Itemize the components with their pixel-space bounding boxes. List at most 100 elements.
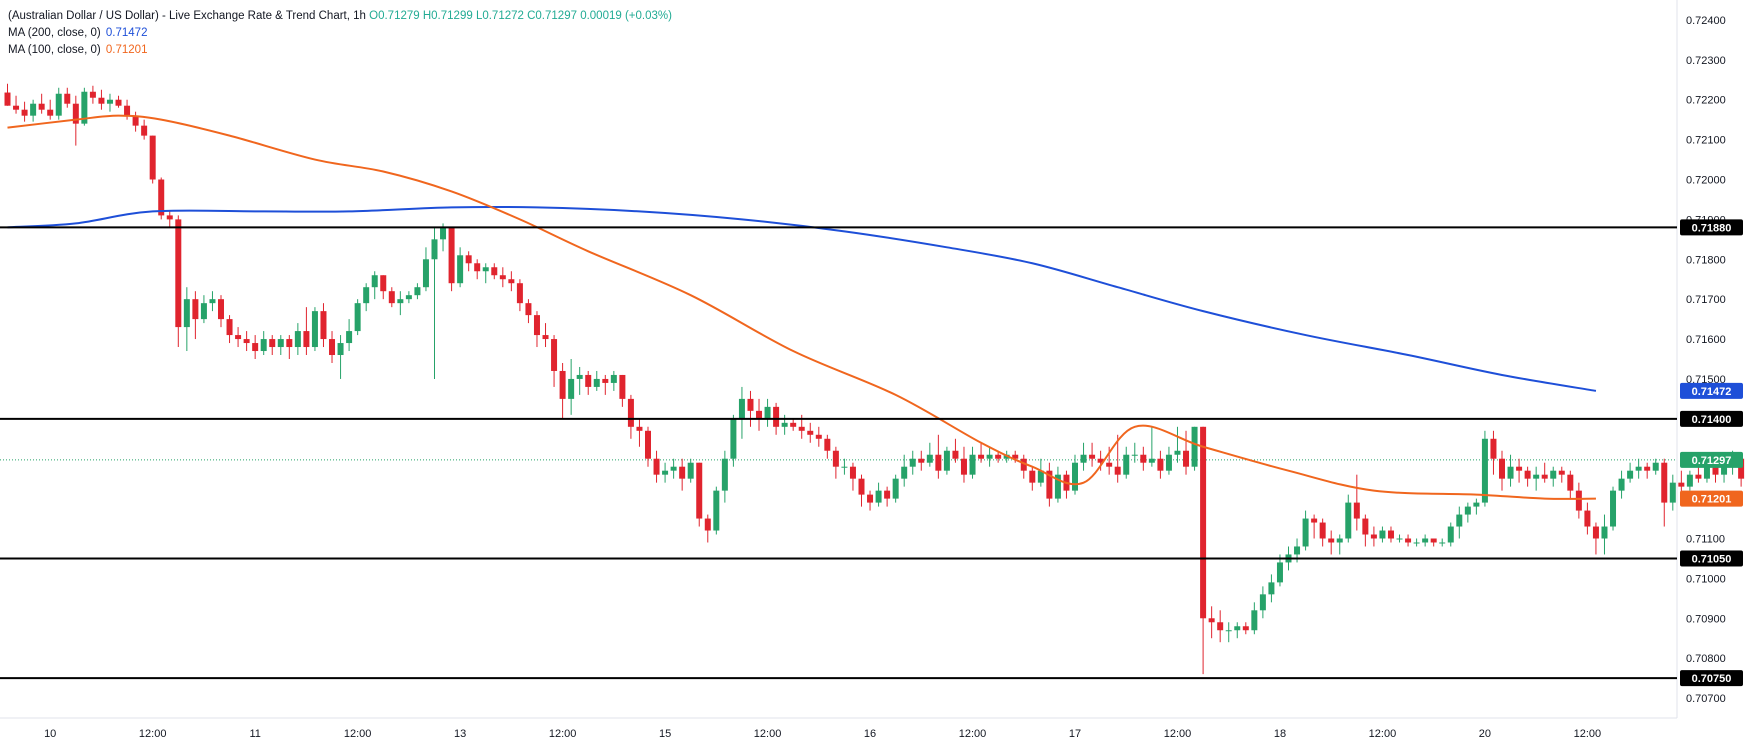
candlestick-series xyxy=(4,83,1745,675)
candle-body xyxy=(192,299,199,320)
candle-body xyxy=(1037,470,1044,483)
candle-body xyxy=(1507,466,1514,479)
candle-body xyxy=(602,378,609,383)
candle-body xyxy=(943,450,950,471)
candle-body xyxy=(1473,502,1480,507)
candle-body xyxy=(1003,454,1010,459)
candle-body xyxy=(1490,438,1497,459)
candle-body xyxy=(1217,622,1224,631)
candle-body xyxy=(269,339,276,348)
price-tick-label: 0.72000 xyxy=(1686,175,1726,187)
candle-body xyxy=(89,91,96,98)
candle-body xyxy=(508,279,515,284)
candle-body xyxy=(1302,518,1309,547)
candle-body xyxy=(610,374,617,383)
candle-body xyxy=(1387,530,1394,539)
candle-body xyxy=(1610,490,1617,527)
candle-body xyxy=(1020,458,1027,471)
candle-body xyxy=(1029,470,1036,483)
candle-body xyxy=(1362,518,1369,535)
candle-body xyxy=(704,518,711,531)
ma200-label: MA (200, close, 0) xyxy=(8,27,101,39)
candle-body xyxy=(1012,454,1019,459)
candle-body xyxy=(1336,538,1343,543)
candle-body xyxy=(1447,526,1454,543)
candle-body xyxy=(1635,466,1642,471)
candle-body xyxy=(1089,454,1096,459)
candle-body xyxy=(884,490,891,499)
candle-body xyxy=(841,466,848,468)
legend-ma200-row[interactable]: MA (200, close, 0) 0.71472 xyxy=(8,25,672,42)
candle-body xyxy=(619,374,626,399)
candle-body xyxy=(115,99,122,106)
candle-body xyxy=(218,299,224,320)
candle-body xyxy=(1405,538,1412,543)
candle-body xyxy=(226,319,233,336)
candle-body xyxy=(1311,518,1318,523)
candle-body xyxy=(662,470,669,475)
candle-body xyxy=(1174,450,1181,455)
ma100-value: 0.71201 xyxy=(105,44,148,56)
candle-body xyxy=(1114,466,1121,475)
candle-body xyxy=(1516,466,1523,471)
candle-body xyxy=(1695,474,1702,479)
candle-body xyxy=(1097,458,1104,463)
time-tick-label: 20 xyxy=(1479,728,1491,740)
candle-body xyxy=(329,339,336,356)
horizontal-levels[interactable] xyxy=(0,226,1677,680)
candle-body xyxy=(1413,542,1420,544)
candle-body xyxy=(679,466,686,479)
price-axis[interactable]: 0.724000.723000.722000.721000.720000.719… xyxy=(1686,15,1726,705)
legend-ma100-row[interactable]: MA (100, close, 0) 0.71201 xyxy=(8,42,672,59)
candle-body xyxy=(1345,502,1352,539)
candle-body xyxy=(141,125,148,136)
candle-body xyxy=(81,91,88,124)
time-tick-label: 12:00 xyxy=(959,728,987,740)
candle-body xyxy=(1319,522,1326,539)
candle-body xyxy=(892,478,899,499)
time-axis[interactable]: 10 12:00 11 12:00 13 12:00 15 12:00 16 12:00 17 12:… xyxy=(44,728,1601,740)
level-tag-bg xyxy=(1680,550,1743,567)
candle-body xyxy=(414,287,421,296)
candle-body xyxy=(636,426,643,431)
candle-body xyxy=(747,398,754,411)
time-tick-label: 10 xyxy=(44,728,56,740)
candle-body xyxy=(38,103,45,110)
candle-body xyxy=(388,291,395,304)
candle-body xyxy=(832,450,839,467)
time-tick-label: 18 xyxy=(1274,728,1286,740)
candle-body xyxy=(738,398,745,419)
candle-body xyxy=(1618,478,1625,491)
level-tag-text: 0.70750 xyxy=(1692,673,1732,685)
candle-body xyxy=(1430,538,1437,543)
candle-body xyxy=(371,275,378,288)
level-tag-bg xyxy=(1680,410,1743,427)
candle-body xyxy=(397,299,404,304)
candle-body xyxy=(303,331,310,348)
candle-body xyxy=(363,287,370,304)
candle-body xyxy=(1422,538,1429,543)
candle-body xyxy=(243,339,250,344)
time-tick-label: 13 xyxy=(454,728,466,740)
price-tick-label: 0.71600 xyxy=(1686,334,1726,346)
candle-body xyxy=(1533,474,1540,479)
candle-body xyxy=(482,267,489,272)
last-price-tag-text: 0.71297 xyxy=(1692,455,1732,467)
candle-body xyxy=(277,339,284,348)
candle-body xyxy=(1200,426,1207,619)
time-tick-label: 12:00 xyxy=(1574,728,1602,740)
ma200-line xyxy=(7,205,1597,392)
candle-body xyxy=(1140,454,1147,463)
low-value: L0.71272 xyxy=(475,10,524,22)
candle-body xyxy=(627,398,634,427)
ma200-series xyxy=(7,205,1597,392)
candle-body xyxy=(1242,626,1249,631)
candle-body xyxy=(1370,534,1377,539)
candle-body xyxy=(260,339,267,352)
candle-body xyxy=(1558,470,1565,475)
candle-body xyxy=(1575,490,1582,511)
candle-body xyxy=(132,115,139,126)
candle-body xyxy=(756,410,763,419)
open-value: O0.71279 xyxy=(369,10,420,22)
